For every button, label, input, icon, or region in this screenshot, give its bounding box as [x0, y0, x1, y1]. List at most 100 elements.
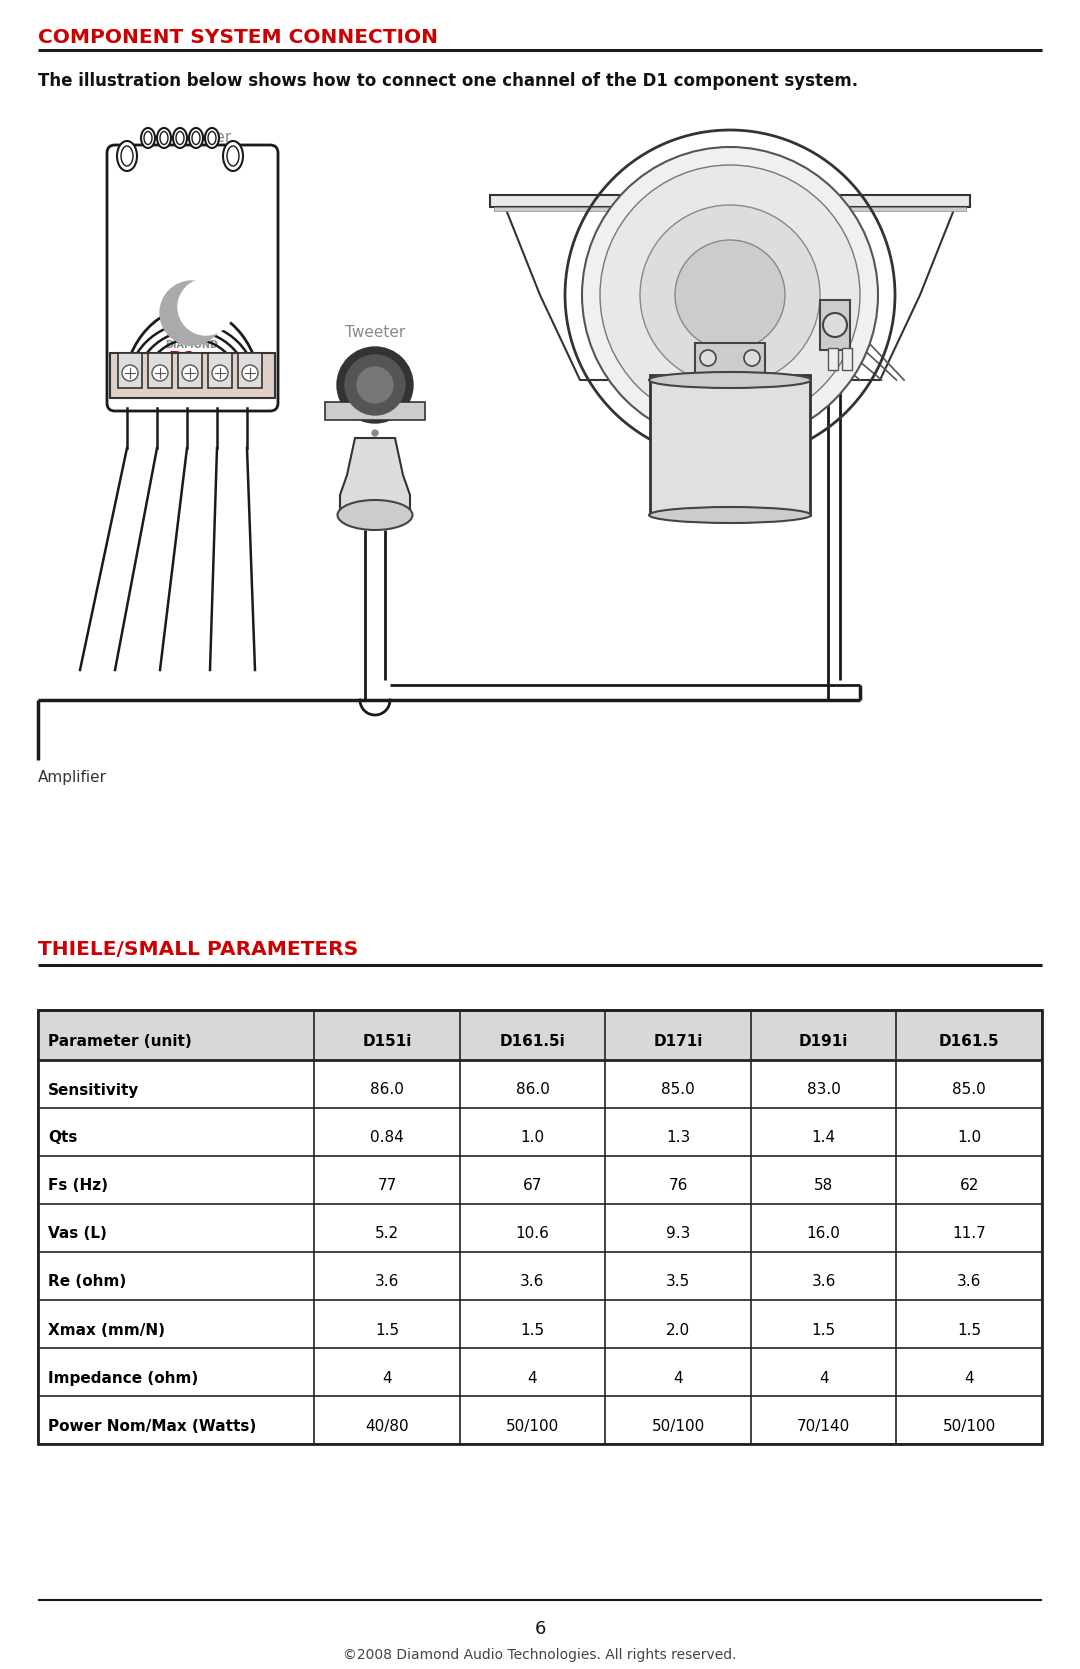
- Text: 50/100: 50/100: [943, 1419, 996, 1434]
- Text: Tweeter: Tweeter: [345, 325, 405, 340]
- Text: 67: 67: [523, 1178, 542, 1193]
- Text: Vas (L): Vas (L): [48, 1227, 107, 1242]
- Ellipse shape: [337, 501, 413, 531]
- FancyBboxPatch shape: [107, 145, 278, 411]
- Text: 5.2: 5.2: [375, 1227, 399, 1242]
- Text: D161.5i: D161.5i: [500, 1033, 565, 1048]
- Ellipse shape: [141, 129, 156, 149]
- Ellipse shape: [208, 132, 216, 145]
- Bar: [696, 344, 765, 372]
- Text: 9.3: 9.3: [666, 1227, 690, 1242]
- Text: 1.5: 1.5: [375, 1322, 399, 1337]
- Ellipse shape: [227, 145, 239, 165]
- Ellipse shape: [144, 132, 152, 145]
- Text: 76: 76: [669, 1178, 688, 1193]
- Text: Xmax (mm/N): Xmax (mm/N): [48, 1322, 165, 1337]
- Text: DIAMOND: DIAMOND: [696, 452, 764, 466]
- Text: 86.0: 86.0: [515, 1083, 550, 1098]
- Text: 50/100: 50/100: [651, 1419, 704, 1434]
- Text: 85.0: 85.0: [953, 1083, 986, 1098]
- Ellipse shape: [192, 132, 200, 145]
- Text: DIAMOND: DIAMOND: [165, 340, 218, 350]
- Text: 4: 4: [528, 1370, 537, 1385]
- Bar: [842, 349, 852, 371]
- Text: D191i: D191i: [799, 1033, 848, 1048]
- Text: 4: 4: [964, 1370, 974, 1385]
- Circle shape: [183, 366, 198, 381]
- Circle shape: [582, 147, 878, 442]
- Text: ©2008 Diamond Audio Technologies. All rights reserved.: ©2008 Diamond Audio Technologies. All ri…: [343, 1647, 737, 1662]
- Circle shape: [357, 367, 393, 402]
- Text: 3.6: 3.6: [811, 1275, 836, 1290]
- Circle shape: [823, 314, 847, 337]
- Text: 10.6: 10.6: [515, 1227, 550, 1242]
- Text: 2.0: 2.0: [666, 1322, 690, 1337]
- Text: Parameter (unit): Parameter (unit): [48, 1033, 192, 1048]
- Text: D171i: D171i: [653, 1033, 703, 1048]
- Bar: [494, 207, 966, 210]
- Text: 3.6: 3.6: [957, 1275, 982, 1290]
- Text: 70/140: 70/140: [797, 1419, 850, 1434]
- Bar: [38, 1010, 1042, 1444]
- Text: 3.5: 3.5: [666, 1275, 690, 1290]
- Ellipse shape: [157, 129, 171, 149]
- Circle shape: [700, 350, 716, 366]
- Text: 3.6: 3.6: [521, 1275, 544, 1290]
- Text: Mid-bass Driver: Mid-bass Driver: [670, 175, 789, 190]
- Circle shape: [122, 366, 138, 381]
- Ellipse shape: [160, 132, 168, 145]
- Text: D1: D1: [168, 350, 195, 367]
- Ellipse shape: [205, 129, 219, 149]
- Text: Impedance (ohm): Impedance (ohm): [48, 1370, 199, 1385]
- Text: 4: 4: [673, 1370, 683, 1385]
- Bar: [325, 402, 426, 421]
- Text: 0.84: 0.84: [370, 1130, 404, 1145]
- Text: 6: 6: [535, 1621, 545, 1637]
- Circle shape: [178, 279, 234, 335]
- Text: 1.5: 1.5: [811, 1322, 836, 1337]
- Text: 77: 77: [377, 1178, 396, 1193]
- Ellipse shape: [121, 145, 133, 165]
- Text: D151i: D151i: [362, 1033, 411, 1048]
- Bar: [490, 195, 970, 207]
- Circle shape: [160, 280, 224, 345]
- Text: THIELE/SMALL PARAMETERS: THIELE/SMALL PARAMETERS: [38, 940, 359, 960]
- Text: 3.6: 3.6: [375, 1275, 400, 1290]
- Ellipse shape: [176, 132, 184, 145]
- Text: COMPONENT SYSTEM CONNECTION: COMPONENT SYSTEM CONNECTION: [38, 28, 438, 47]
- Ellipse shape: [173, 129, 187, 149]
- Text: 50/100: 50/100: [505, 1419, 559, 1434]
- Bar: [238, 354, 262, 387]
- Text: 11.7: 11.7: [953, 1227, 986, 1242]
- Text: Sensitivity: Sensitivity: [48, 1083, 139, 1098]
- Ellipse shape: [649, 372, 811, 387]
- Text: 1.3: 1.3: [666, 1130, 690, 1145]
- Text: 85.0: 85.0: [661, 1083, 694, 1098]
- Ellipse shape: [117, 140, 137, 170]
- Text: 16.0: 16.0: [807, 1227, 840, 1242]
- Text: 40/80: 40/80: [365, 1419, 408, 1434]
- Bar: [118, 354, 141, 387]
- Circle shape: [744, 350, 760, 366]
- Ellipse shape: [222, 140, 243, 170]
- Text: 4: 4: [819, 1370, 828, 1385]
- Text: 86.0: 86.0: [370, 1083, 404, 1098]
- Bar: [208, 354, 232, 387]
- Text: Fs (Hz): Fs (Hz): [48, 1178, 108, 1193]
- Text: 83.0: 83.0: [807, 1083, 840, 1098]
- Text: 4: 4: [382, 1370, 392, 1385]
- Text: D1x: D1x: [212, 357, 229, 367]
- Circle shape: [337, 347, 413, 422]
- Polygon shape: [505, 207, 955, 381]
- Text: 58: 58: [814, 1178, 834, 1193]
- Circle shape: [242, 366, 258, 381]
- Text: Re (ohm): Re (ohm): [48, 1275, 126, 1290]
- Text: D161.5: D161.5: [939, 1033, 999, 1048]
- Circle shape: [675, 240, 785, 350]
- Bar: [110, 354, 275, 397]
- Polygon shape: [340, 437, 410, 511]
- Text: Power Nom/Max (Watts): Power Nom/Max (Watts): [48, 1419, 256, 1434]
- Text: Crossover: Crossover: [154, 130, 231, 145]
- Circle shape: [212, 366, 228, 381]
- Ellipse shape: [649, 507, 811, 522]
